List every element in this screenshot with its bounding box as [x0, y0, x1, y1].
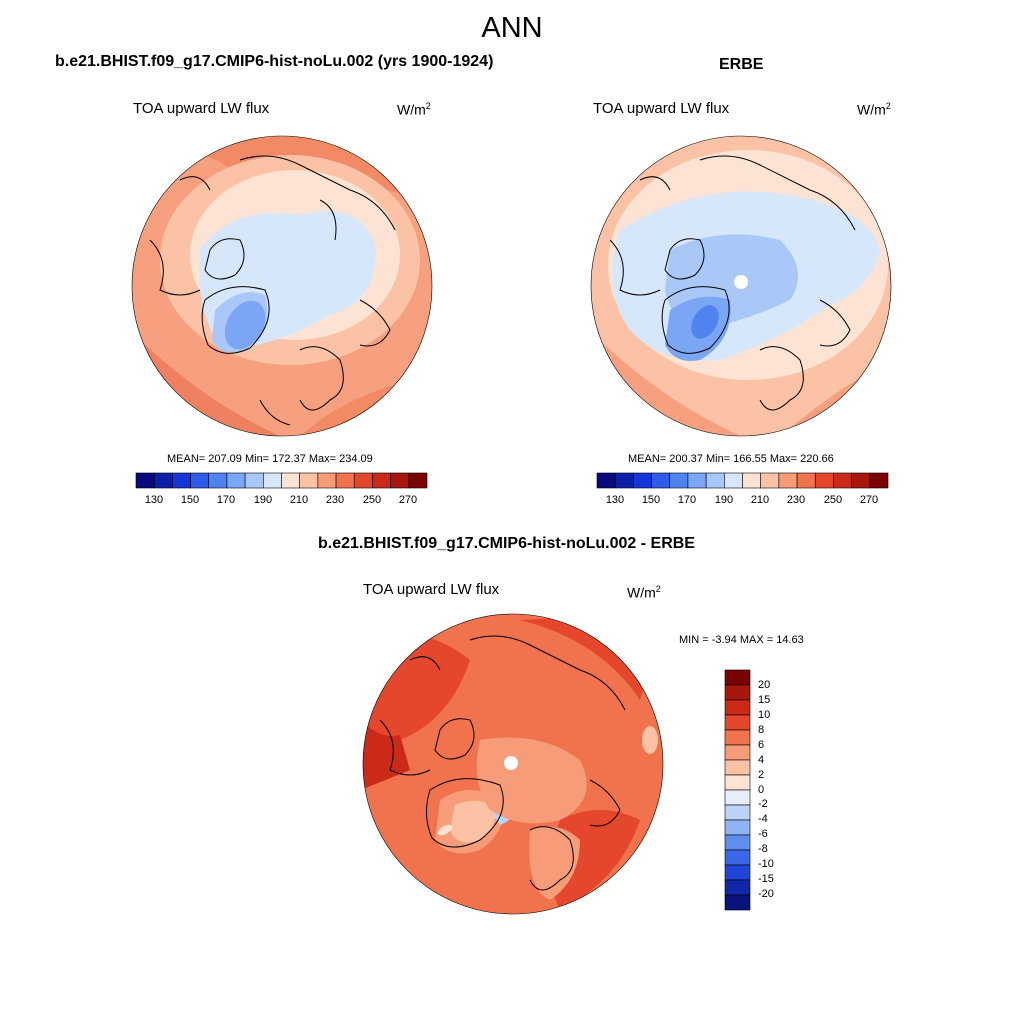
obs-colorbar-swatch — [796, 472, 816, 489]
diff-case-title: b.e21.BHIST.f09_g17.CMIP6-hist-noLu.002 … — [318, 535, 695, 552]
obs-colorbar-swatch — [633, 472, 652, 489]
model-stats: MEAN= 207.09 Min= 172.37 Max= 234.09 — [167, 453, 373, 465]
diff-colorbar-swatch — [724, 789, 751, 806]
diff-colorbar-label: -4 — [758, 813, 768, 825]
diff-colorbar-label: 6 — [758, 739, 765, 751]
model-colorbar-swatch — [335, 472, 355, 489]
diff-units-label: W/m2 — [627, 584, 661, 601]
model-colorbar-tick: 270 — [398, 494, 418, 506]
diff-colorbar-swatch — [724, 894, 751, 911]
obs-colorbar-swatch — [614, 472, 634, 489]
diff-colorbar-label: 15 — [758, 694, 771, 706]
diff-stats: MIN = -3.94 MAX = 14.63 — [679, 634, 804, 646]
model-colorbar-tick: 210 — [289, 494, 309, 506]
model-colorbar-swatch — [299, 472, 319, 489]
diff-colorbar-swatch — [724, 864, 751, 881]
model-colorbar-swatch — [408, 472, 428, 489]
main-title: ANN — [481, 12, 543, 44]
diff-colorbar-label: 20 — [758, 679, 771, 691]
obs-colorbar-swatch — [724, 472, 743, 489]
obs-colorbar-swatch — [705, 472, 725, 489]
model-colorbar-swatch — [390, 472, 410, 489]
obs-colorbar-swatch — [833, 472, 852, 489]
model-colorbar-tick: 190 — [253, 494, 273, 506]
diff-colorbar-swatch — [724, 834, 751, 851]
obs-units-label: W/m2 — [857, 101, 891, 118]
obs-colorbar-swatch — [596, 472, 616, 489]
diff-colorbar-swatch — [724, 729, 751, 746]
diff-colorbar-swatch — [724, 819, 751, 836]
obs-colorbar-swatch — [651, 472, 671, 489]
model-colorbar-swatch — [172, 472, 191, 489]
model-colorbar-tick: 250 — [362, 494, 382, 506]
diff-colorbar-label: 4 — [758, 754, 765, 766]
obs-variable-label: TOA upward LW flux — [593, 100, 730, 117]
obs-colorbar-swatch — [742, 472, 761, 489]
model-colorbar-swatch — [317, 472, 337, 489]
obs-colorbar-tick: 150 — [641, 494, 661, 506]
diff-colorbar-label: 2 — [758, 769, 765, 781]
diff-colorbar-swatch — [724, 879, 751, 896]
diff-colorbar — [724, 669, 751, 911]
obs-colorbar-tick: 230 — [786, 494, 806, 506]
diff-colorbar-label: -10 — [758, 858, 774, 870]
diff-variable-label: TOA upward LW flux — [363, 581, 500, 598]
diff-colorbar-swatch — [724, 699, 751, 716]
diff-colorbar-label: -8 — [758, 843, 768, 855]
model-colorbar — [135, 472, 428, 489]
model-colorbar-swatch — [208, 472, 228, 489]
model-colorbar-swatch — [263, 472, 282, 489]
model-colorbar-swatch — [281, 472, 300, 489]
diff-colorbar-swatch — [724, 714, 751, 731]
model-colorbar-tick: 170 — [216, 494, 236, 506]
obs-colorbar-swatch — [869, 472, 889, 489]
diff-colorbar-label: -2 — [758, 798, 768, 810]
diff-colorbar-label: 10 — [758, 709, 771, 721]
obs-colorbar-swatch — [687, 472, 707, 489]
model-colorbar-swatch — [353, 472, 373, 489]
obs-colorbar-swatch — [760, 472, 780, 489]
obs-colorbar — [596, 472, 889, 489]
model-colorbar-tick: 150 — [180, 494, 200, 506]
model-colorbar-swatch — [190, 472, 210, 489]
diff-colorbar-label: 0 — [758, 784, 765, 796]
obs-colorbar-swatch — [851, 472, 871, 489]
obs-colorbar-swatch — [814, 472, 834, 489]
diff-colorbar-swatch — [724, 774, 751, 791]
model-colorbar-swatch — [135, 472, 155, 489]
obs-colorbar-swatch — [778, 472, 798, 489]
diff-colorbar-label: 8 — [758, 724, 765, 736]
obs-colorbar-swatch — [669, 472, 689, 489]
obs-colorbar-tick: 210 — [750, 494, 770, 506]
diff-colorbar-swatch — [724, 669, 751, 686]
model-units-label: W/m2 — [397, 101, 431, 118]
obs-colorbar-tick: 250 — [823, 494, 843, 506]
obs-colorbar-tick: 170 — [677, 494, 697, 506]
model-colorbar-tick: 230 — [325, 494, 345, 506]
diff-colorbar-swatch — [724, 804, 751, 821]
diff-colorbar-swatch — [724, 849, 751, 866]
model-colorbar-swatch — [372, 472, 391, 489]
diff-colorbar-label: -6 — [758, 828, 768, 840]
obs-stats: MEAN= 200.37 Min= 166.55 Max= 220.66 — [628, 453, 834, 465]
model-case-title: b.e21.BHIST.f09_g17.CMIP6-hist-noLu.002 … — [55, 53, 494, 70]
model-colorbar-swatch — [153, 472, 173, 489]
diff-colorbar-label: -20 — [758, 888, 774, 900]
model-variable-label: TOA upward LW flux — [133, 100, 270, 117]
diff-colorbar-swatch — [724, 759, 751, 776]
obs-colorbar-tick: 270 — [859, 494, 879, 506]
obs-colorbar-tick: 130 — [605, 494, 625, 506]
obs-case-title: ERBE — [719, 56, 764, 73]
diff-colorbar-swatch — [724, 684, 751, 701]
model-colorbar-tick: 130 — [144, 494, 164, 506]
diff-colorbar-swatch — [724, 744, 751, 761]
model-colorbar-swatch — [244, 472, 264, 489]
diff-colorbar-label: -15 — [758, 873, 774, 885]
obs-colorbar-tick: 190 — [714, 494, 734, 506]
model-colorbar-swatch — [226, 472, 246, 489]
